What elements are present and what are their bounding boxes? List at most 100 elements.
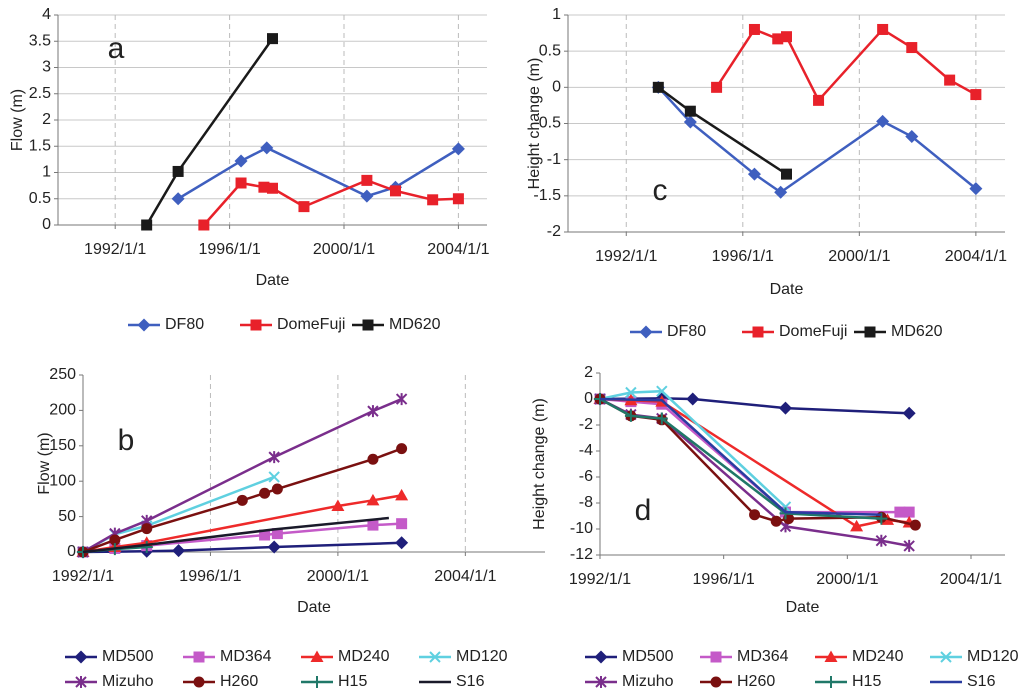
y-tick-label: 0 <box>584 390 593 407</box>
marker <box>876 114 890 128</box>
marker <box>172 165 184 177</box>
y-tick-label: 1 <box>42 164 51 181</box>
marker <box>909 519 921 531</box>
marker <box>271 483 283 495</box>
marker <box>267 540 281 554</box>
y-tick-label: 3 <box>42 59 51 76</box>
marker <box>944 74 956 86</box>
series-line <box>145 37 274 226</box>
legend-label: MD500 <box>102 648 154 665</box>
marker <box>655 412 668 425</box>
marker <box>429 651 441 663</box>
marker <box>684 105 696 117</box>
marker <box>824 650 838 662</box>
x-tick-label: 2004/1/1 <box>434 568 496 585</box>
marker <box>140 541 153 554</box>
y-tick-label: -1 <box>547 151 561 168</box>
y-tick-label: -2 <box>547 223 561 240</box>
marker <box>625 386 637 399</box>
marker <box>109 534 121 546</box>
marker <box>198 219 210 231</box>
marker <box>141 523 153 535</box>
legend-label: MD120 <box>456 648 508 665</box>
marker <box>781 168 792 180</box>
marker <box>747 167 761 181</box>
legend-label: MD364 <box>737 648 789 665</box>
legend-label: H15 <box>852 673 881 690</box>
marker <box>850 519 864 532</box>
legend-label: S16 <box>456 673 485 690</box>
y-tick-label: -2 <box>579 416 593 433</box>
x-axis-title: Date <box>770 281 804 298</box>
marker <box>656 385 668 397</box>
series-line <box>82 516 389 554</box>
marker <box>172 544 186 558</box>
marker <box>710 676 722 688</box>
marker <box>813 94 825 106</box>
panel-label: a <box>108 32 125 65</box>
x-axis-title: Date <box>297 599 331 616</box>
y-tick-label: 250 <box>49 366 76 383</box>
marker <box>361 174 373 186</box>
marker <box>903 506 915 518</box>
marker <box>389 185 401 197</box>
marker <box>259 529 271 541</box>
x-tick-label: 1996/1/1 <box>198 241 260 258</box>
legend-label: DF80 <box>165 316 204 333</box>
y-axis-title: Height change (m) <box>531 398 548 530</box>
panel-label: c <box>653 174 668 207</box>
marker <box>969 182 983 196</box>
marker <box>825 676 837 688</box>
marker <box>250 319 262 331</box>
marker <box>752 326 764 338</box>
y-axis-title: Flow (m) <box>9 89 26 151</box>
y-tick-label: 2 <box>42 111 51 128</box>
x-tick-label: 2004/1/1 <box>940 571 1002 588</box>
x-tick-label: 2000/1/1 <box>313 241 375 258</box>
legend-label: H260 <box>737 673 775 690</box>
legend-label: MD240 <box>852 648 904 665</box>
x-tick-label: 2000/1/1 <box>307 568 369 585</box>
legend-label: MD620 <box>891 323 943 340</box>
legend-label: DomeFuji <box>277 316 345 333</box>
legend-label: DomeFuji <box>779 323 847 340</box>
x-tick-label: 2004/1/1 <box>427 241 489 258</box>
y-tick-label: -0.5 <box>533 115 561 132</box>
y-tick-label: 1 <box>552 6 561 23</box>
series-line <box>82 397 403 554</box>
legend-label: MD364 <box>220 648 272 665</box>
y-tick-label: 4 <box>42 6 51 23</box>
y-tick-label: -12 <box>570 546 593 563</box>
marker <box>367 453 379 465</box>
marker <box>710 651 722 663</box>
y-tick-label: -4 <box>579 442 593 459</box>
marker <box>395 488 409 501</box>
marker <box>875 534 888 547</box>
marker <box>234 154 248 168</box>
marker <box>236 494 248 506</box>
marker <box>770 515 782 527</box>
marker <box>906 42 918 54</box>
marker <box>594 650 608 664</box>
marker <box>903 539 915 552</box>
marker <box>235 177 247 189</box>
marker <box>686 392 700 406</box>
legend-label: MD500 <box>622 648 674 665</box>
y-tick-label: 3.5 <box>29 32 51 49</box>
x-axis-title: Date <box>786 599 820 616</box>
y-tick-label: 2.5 <box>29 85 51 102</box>
marker <box>652 81 664 93</box>
y-tick-label: 0.5 <box>539 42 561 59</box>
series-line <box>657 86 788 176</box>
y-axis-title: Flow (m) <box>36 432 53 494</box>
y-tick-label: 0 <box>67 543 76 560</box>
marker <box>683 115 697 129</box>
legend-label: MD240 <box>338 648 390 665</box>
y-tick-label: -8 <box>579 494 593 511</box>
x-tick-label: 1992/1/1 <box>569 571 631 588</box>
marker <box>970 89 982 101</box>
legend-label: S16 <box>967 673 996 690</box>
marker <box>367 519 379 531</box>
x-tick-label: 1992/1/1 <box>84 241 146 258</box>
